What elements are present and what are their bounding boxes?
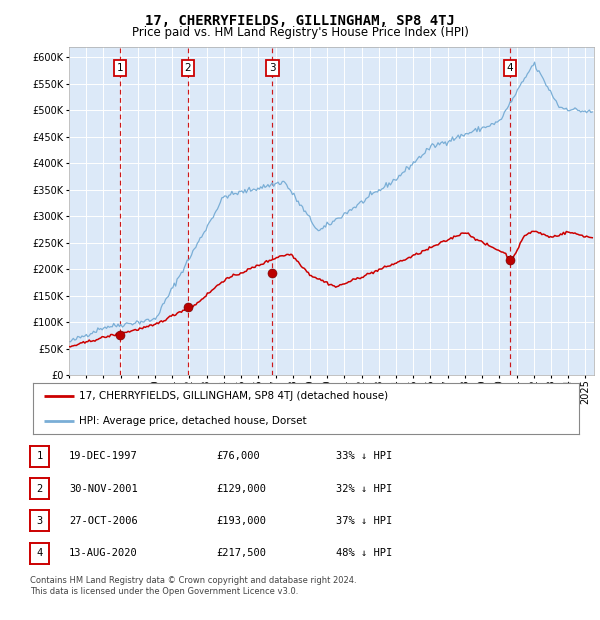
Text: 4: 4 — [37, 548, 43, 558]
Text: 13-AUG-2020: 13-AUG-2020 — [69, 548, 138, 558]
Text: 17, CHERRYFIELDS, GILLINGHAM, SP8 4TJ: 17, CHERRYFIELDS, GILLINGHAM, SP8 4TJ — [145, 14, 455, 28]
Text: 33% ↓ HPI: 33% ↓ HPI — [336, 451, 392, 461]
Text: This data is licensed under the Open Government Licence v3.0.: This data is licensed under the Open Gov… — [30, 587, 298, 596]
Text: 30-NOV-2001: 30-NOV-2001 — [69, 484, 138, 494]
Text: 1: 1 — [37, 451, 43, 461]
Text: £217,500: £217,500 — [216, 548, 266, 558]
Text: £129,000: £129,000 — [216, 484, 266, 494]
Text: 17, CHERRYFIELDS, GILLINGHAM, SP8 4TJ (detached house): 17, CHERRYFIELDS, GILLINGHAM, SP8 4TJ (d… — [79, 391, 389, 401]
Text: HPI: Average price, detached house, Dorset: HPI: Average price, detached house, Dors… — [79, 416, 307, 426]
Text: Price paid vs. HM Land Registry's House Price Index (HPI): Price paid vs. HM Land Registry's House … — [131, 26, 469, 39]
Text: 48% ↓ HPI: 48% ↓ HPI — [336, 548, 392, 558]
Text: 32% ↓ HPI: 32% ↓ HPI — [336, 484, 392, 494]
Text: 3: 3 — [269, 63, 276, 73]
Text: 3: 3 — [37, 516, 43, 526]
Text: £76,000: £76,000 — [216, 451, 260, 461]
Text: 27-OCT-2006: 27-OCT-2006 — [69, 516, 138, 526]
Text: 1: 1 — [116, 63, 123, 73]
Text: 4: 4 — [506, 63, 514, 73]
Text: 19-DEC-1997: 19-DEC-1997 — [69, 451, 138, 461]
Text: £193,000: £193,000 — [216, 516, 266, 526]
Text: 37% ↓ HPI: 37% ↓ HPI — [336, 516, 392, 526]
Text: 2: 2 — [37, 484, 43, 494]
Text: Contains HM Land Registry data © Crown copyright and database right 2024.: Contains HM Land Registry data © Crown c… — [30, 576, 356, 585]
Text: 2: 2 — [185, 63, 191, 73]
